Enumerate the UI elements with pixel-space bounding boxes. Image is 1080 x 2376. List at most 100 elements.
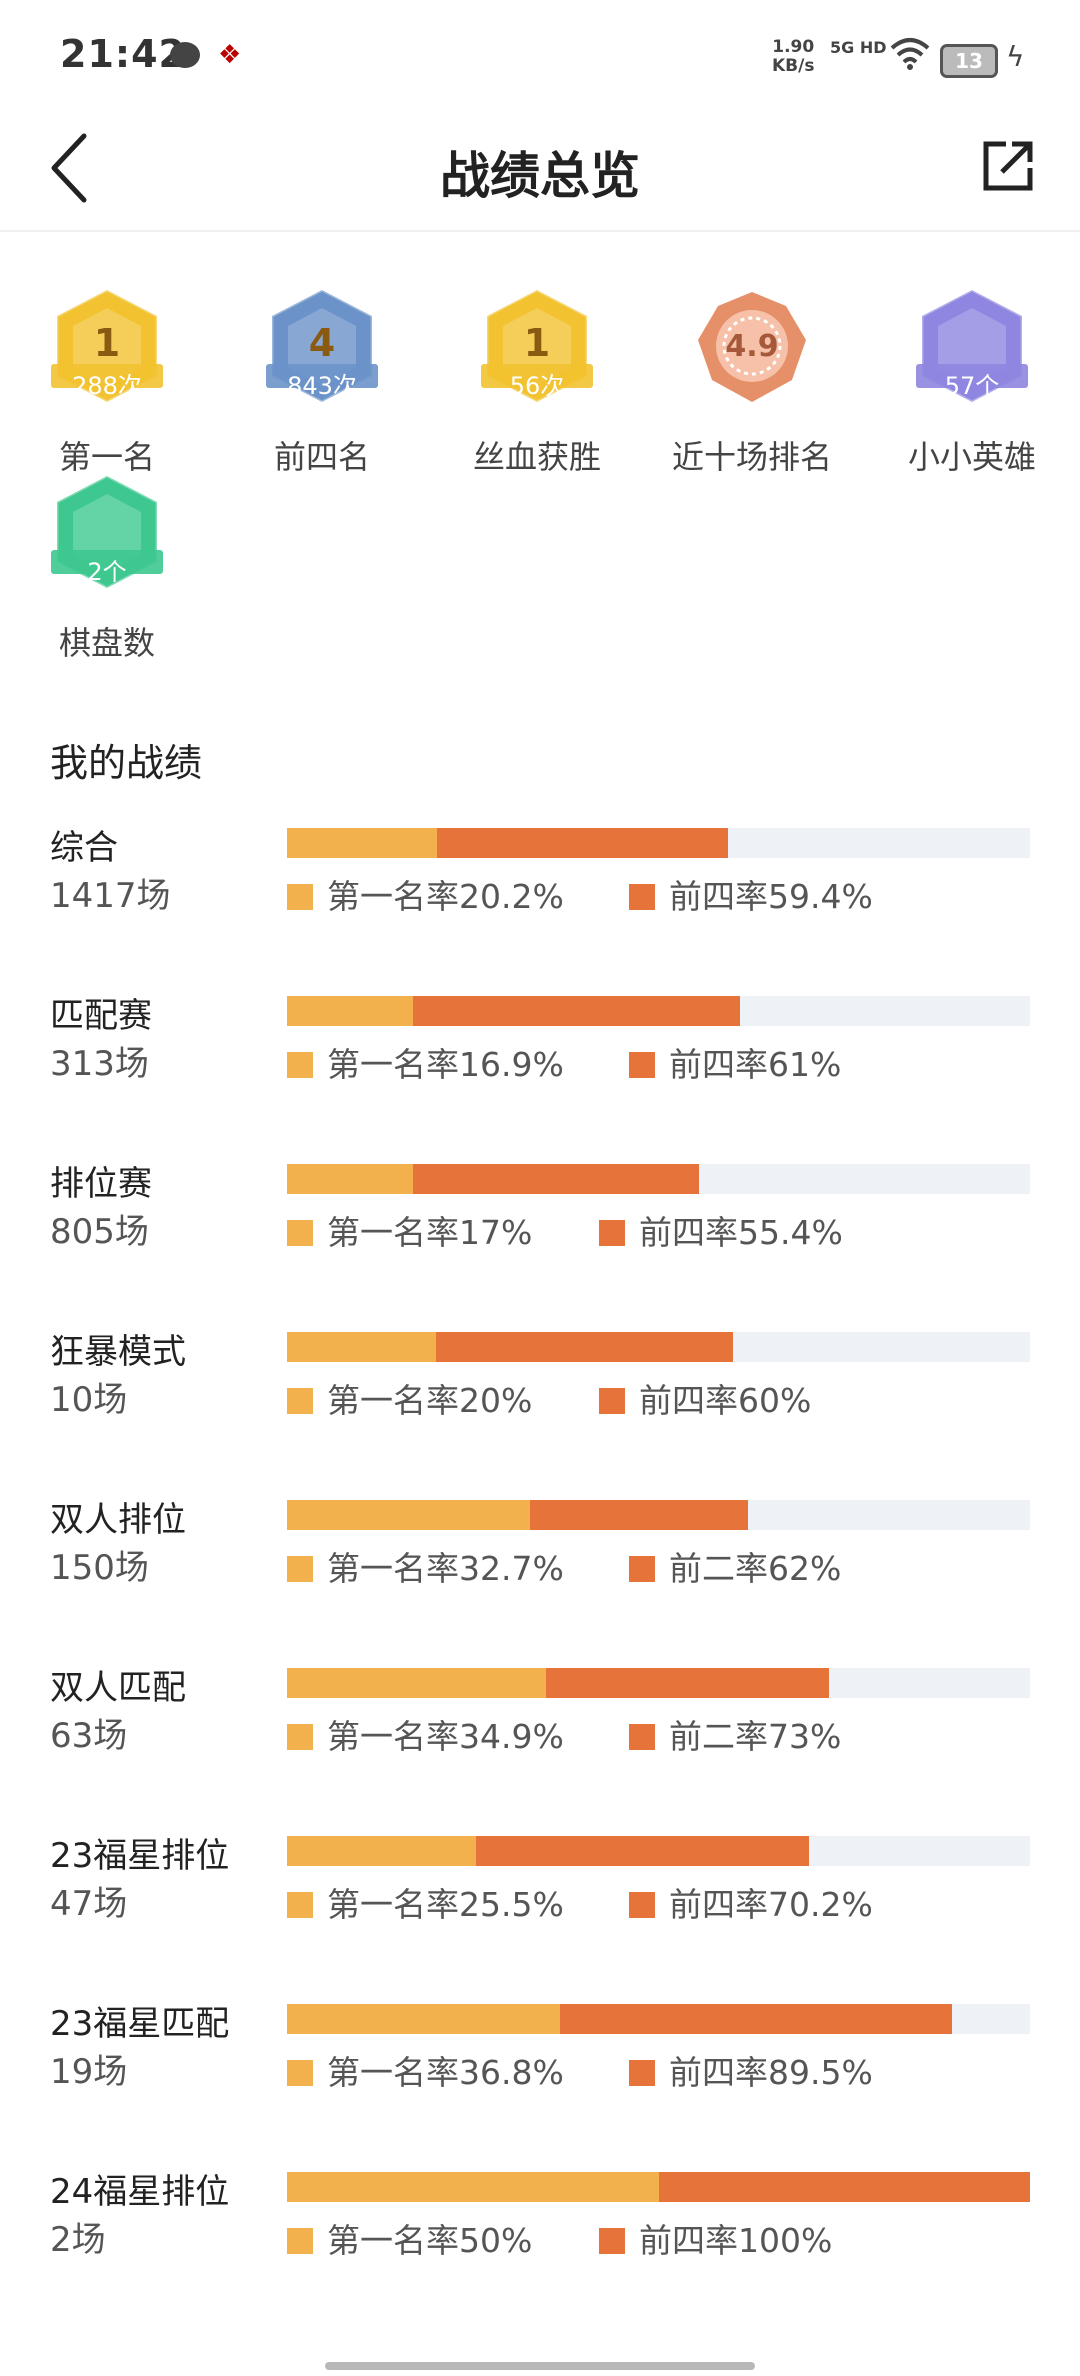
first-rate-fill bbox=[287, 1668, 546, 1698]
stat-row[interactable]: 狂暴模式 10场 第一名率20% 前四率60% bbox=[50, 1322, 1030, 1432]
badge-label: 第一名 bbox=[58, 438, 155, 476]
home-indicator[interactable] bbox=[325, 2362, 755, 2370]
svg-text:4: 4 bbox=[309, 321, 335, 365]
stat-row[interactable]: 23福星排位 47场 第一名率25.5% 前四率70.2% bbox=[50, 1826, 1030, 1936]
back-arrow-icon bbox=[51, 133, 87, 203]
games-count: 1417场 bbox=[50, 876, 171, 916]
stat-row[interactable]: 双人排位 150场 第一名率32.7% 前二率62% bbox=[50, 1490, 1030, 1600]
first-rate-fill bbox=[287, 1500, 530, 1530]
mode-name: 23福星排位 bbox=[50, 1836, 230, 1876]
badge-count: 56次 bbox=[509, 372, 565, 400]
header: 战绩总览 bbox=[0, 110, 1080, 232]
legend-swatch bbox=[287, 1724, 313, 1750]
badge-label: 棋盘数 bbox=[58, 624, 155, 662]
svg-text:4.9: 4.9 bbox=[725, 329, 778, 364]
second-rate-legend: 前二率62% bbox=[629, 1542, 841, 1590]
second-rate-legend: 前四率70.2% bbox=[629, 1878, 873, 1926]
games-count: 47场 bbox=[50, 1884, 128, 1924]
mode-name: 排位赛 bbox=[50, 1164, 152, 1204]
mode-name: 双人匹配 bbox=[50, 1668, 186, 1708]
rate-bar bbox=[287, 996, 1030, 1026]
mode-name: 匹配赛 bbox=[50, 996, 152, 1036]
legend-swatch bbox=[287, 2060, 313, 2086]
badge-2[interactable]: 1 56次 丝血获胜 bbox=[437, 284, 637, 478]
first-rate-legend: 第一名率36.8% bbox=[287, 2046, 564, 2094]
first-rate-legend: 第一名率25.5% bbox=[287, 1878, 564, 1926]
legend-swatch bbox=[629, 1052, 655, 1078]
legend-swatch bbox=[287, 1388, 313, 1414]
badge-4[interactable]: 57个 小小英雄 bbox=[872, 284, 1072, 478]
rate-bar bbox=[287, 1164, 1030, 1194]
rate-bar bbox=[287, 1332, 1030, 1362]
mode-name: 24福星排位 bbox=[50, 2172, 230, 2212]
games-count: 150场 bbox=[50, 1548, 149, 1588]
rate-bar bbox=[287, 2172, 1030, 2202]
legend-swatch bbox=[629, 1892, 655, 1918]
legend-swatch bbox=[629, 2060, 655, 2086]
battery-icon: 13 bbox=[940, 44, 998, 78]
mode-name: 狂暴模式 bbox=[50, 1332, 186, 1372]
legend-swatch bbox=[629, 1556, 655, 1582]
legend-swatch bbox=[629, 884, 655, 910]
rate-bar bbox=[287, 1668, 1030, 1698]
legend-swatch bbox=[287, 884, 313, 910]
badge-label: 丝血获胜 bbox=[472, 438, 601, 476]
first-rate-legend: 第一名率20% bbox=[287, 1374, 532, 1422]
mode-name: 23福星匹配 bbox=[50, 2004, 230, 2044]
second-rate-legend: 前四率61% bbox=[629, 1038, 841, 1086]
badge-1[interactable]: 4 843次 前四名 bbox=[222, 284, 422, 478]
wifi-icon bbox=[890, 36, 930, 74]
first-rate-legend: 第一名率20.2% bbox=[287, 870, 564, 918]
share-button[interactable] bbox=[980, 138, 1036, 198]
first-rate-legend: 第一名率32.7% bbox=[287, 1542, 564, 1590]
rate-bar bbox=[287, 1836, 1030, 1866]
legend-swatch bbox=[599, 1388, 625, 1414]
network-speed: 1.90 KB/s bbox=[772, 37, 815, 76]
legend-swatch bbox=[287, 2228, 313, 2254]
badge-count: 57个 bbox=[944, 372, 1000, 400]
badge-label: 近十场排名 bbox=[671, 438, 832, 476]
legend-swatch bbox=[599, 2228, 625, 2254]
stat-row[interactable]: 综合 1417场 第一名率20.2% 前四率59.4% bbox=[50, 818, 1030, 928]
charging-icon: ϟ bbox=[1006, 40, 1025, 73]
second-rate-legend: 前二率73% bbox=[629, 1710, 841, 1758]
badge-3[interactable]: 4.9 近十场排名 bbox=[652, 284, 852, 478]
stat-row[interactable]: 排位赛 805场 第一名率17% 前四率55.4% bbox=[50, 1154, 1030, 1264]
second-rate-legend: 前四率59.4% bbox=[629, 870, 873, 918]
first-rate-fill bbox=[287, 1164, 413, 1194]
legend-swatch bbox=[287, 1220, 313, 1246]
second-rate-legend: 前四率89.5% bbox=[629, 2046, 873, 2094]
badge-5[interactable]: 2个 棋盘数 bbox=[7, 470, 207, 664]
svg-text:1: 1 bbox=[524, 321, 550, 365]
first-rate-fill bbox=[287, 2172, 659, 2202]
games-count: 63场 bbox=[50, 1716, 128, 1756]
games-count: 19场 bbox=[50, 2052, 128, 2092]
games-count: 313场 bbox=[50, 1044, 149, 1084]
badge-label: 小小英雄 bbox=[907, 438, 1036, 476]
chat-notification-icon bbox=[170, 42, 200, 68]
games-count: 10场 bbox=[50, 1380, 128, 1420]
badge-emblem-icon: 4 843次 bbox=[252, 284, 392, 414]
page-title: 战绩总览 bbox=[440, 147, 640, 205]
signal-icon: 5G HD bbox=[830, 38, 887, 57]
status-bar: 21:42 ❖ 1.90 KB/s 5G HD 13 ϟ bbox=[0, 0, 1080, 110]
legend-swatch bbox=[629, 1724, 655, 1750]
second-rate-legend: 前四率60% bbox=[599, 1374, 811, 1422]
stat-row[interactable]: 24福星排位 2场 第一名率50% 前四率100% bbox=[50, 2162, 1030, 2272]
first-rate-fill bbox=[287, 1836, 476, 1866]
stat-row[interactable]: 匹配赛 313场 第一名率16.9% 前四率61% bbox=[50, 986, 1030, 1096]
badge-count: 843次 bbox=[287, 372, 357, 400]
badge-emblem-icon: 4.9 bbox=[682, 284, 822, 414]
status-time: 21:42 bbox=[60, 32, 186, 76]
rate-bar bbox=[287, 2004, 1030, 2034]
stat-row[interactable]: 双人匹配 63场 第一名率34.9% 前二率73% bbox=[50, 1658, 1030, 1768]
badge-count: 288次 bbox=[72, 372, 142, 400]
badge-0[interactable]: 1 288次 第一名 bbox=[7, 284, 207, 478]
first-rate-fill bbox=[287, 2004, 560, 2034]
svg-text:1: 1 bbox=[94, 321, 120, 365]
back-button[interactable] bbox=[46, 130, 90, 210]
badge-emblem-icon: 1 56次 bbox=[467, 284, 607, 414]
stat-row[interactable]: 23福星匹配 19场 第一名率36.8% 前四率89.5% bbox=[50, 1994, 1030, 2104]
badge-emblem-icon: 1 288次 bbox=[37, 284, 177, 414]
first-rate-fill bbox=[287, 1332, 436, 1362]
